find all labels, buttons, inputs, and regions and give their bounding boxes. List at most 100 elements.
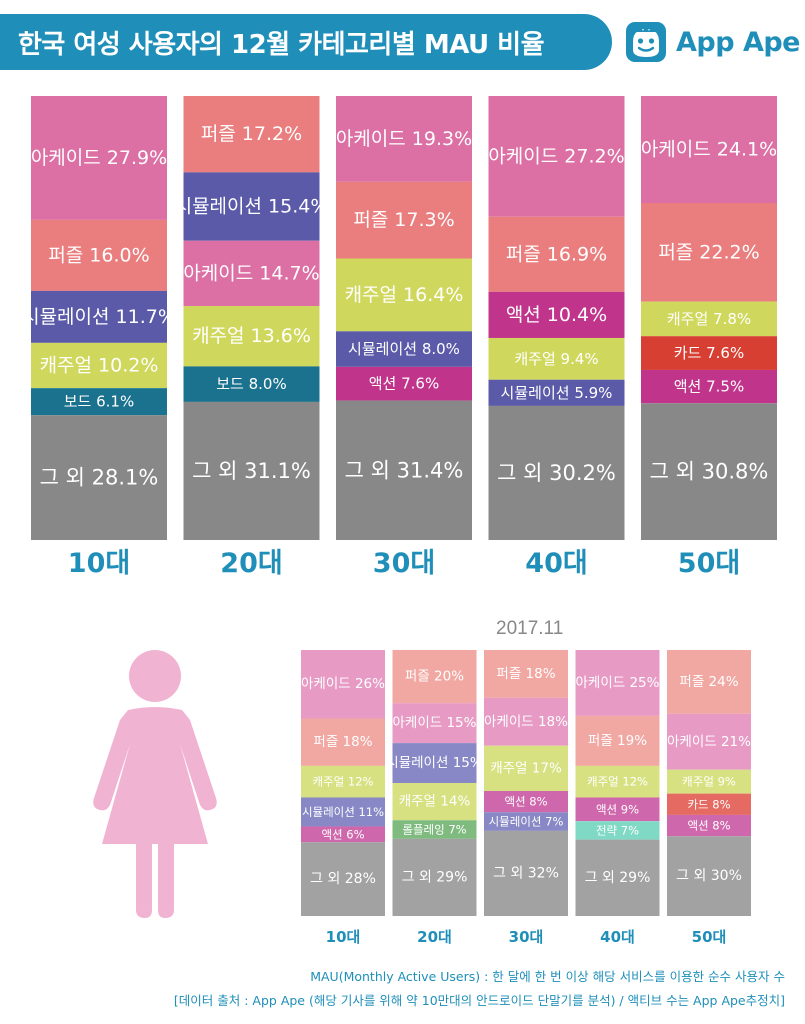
bar-segment-40대-arcade [488,96,625,217]
segment-label: 캐주얼 10.2% [40,355,159,377]
age-label-40대: 40대 [600,928,635,946]
bar-segment-10대-simulation [31,290,167,343]
bar-segment-10대-arcade [301,650,385,719]
woman-figure-icon [93,650,217,918]
segment-label: 롤플레잉 7% [402,823,466,837]
bar-segment-40대-casual [575,765,660,798]
segment-label: 시뮬레이션 7% [489,815,564,829]
segment-label: 캐주얼 12% [587,775,648,789]
bar-segment-30대-simulation [484,812,568,831]
segment-label: 시뮬레이션 11% [302,805,384,819]
bar-segment-20대-puzzle [183,96,320,173]
age-label-20대: 20대 [417,928,452,946]
logo-text: App Ape [676,26,801,58]
bar-segment-50대-action [667,814,751,837]
bar-segment-20대-roleplaying [392,820,477,839]
segment-label: 아케이드 27.2% [488,145,624,167]
segment-label: 액션 8% [504,795,547,809]
segment-label: 퍼즐 20% [405,669,464,685]
age-label-50대: 50대 [678,548,740,579]
bar-segment-10대-casual [31,342,167,389]
page-title-text: 한국 여성 사용자의 12월 카테고리별 MAU 비율 [18,29,545,60]
ape-face-icon [626,22,666,62]
bar-segment-10대-action [301,826,385,843]
segment-label: 캐주얼 13.6% [192,325,311,347]
bar-segment-10대-other [301,842,385,916]
segment-label: 액션 7.5% [674,378,744,396]
segment-label: 캐주얼 7.8% [667,310,751,328]
segment-label: 아케이드 27.9% [31,147,167,169]
bar-segment-40대-puzzle [575,715,660,766]
bar-segment-30대-other [484,830,568,916]
bar-segment-50대-casual [667,769,751,794]
bar-segment-30대-action [336,366,472,401]
segment-label: 그 외 30% [676,868,742,884]
segment-label: 시뮬레이션 15% [386,755,483,771]
bar-segment-30대-casual [484,745,568,791]
age-label-50대: 50대 [692,928,727,946]
segment-label: 그 외 28.1% [40,466,159,490]
segment-label: 아케이드 18% [484,714,568,730]
bar-segment-30대-puzzle [484,650,568,698]
app-ape-logo: App Ape [624,20,801,64]
segment-label: 액션 6% [321,827,364,841]
segment-label: 그 외 29% [402,869,468,885]
bar-segment-40대-other [488,405,625,540]
bar-segment-40대-simulation [488,379,625,406]
segment-label: 아케이드 24.1% [641,139,777,161]
segment-label: 액션 8% [687,819,730,833]
segment-label: 캐주얼 9% [682,775,736,789]
age-label-10대: 10대 [326,928,361,946]
bar-segment-20대-simulation [392,743,477,783]
segment-label: 그 외 31.4% [345,458,464,482]
bar-segment-50대-other [667,836,751,916]
bar-segment-50대-card [641,336,777,370]
age-label-30대: 30대 [509,928,544,946]
bar-segment-50대-card [667,793,751,815]
bar-segment-40대-other [575,839,660,916]
bar-segment-20대-casual [392,783,477,821]
segment-label: 아케이드 21% [667,734,751,750]
segment-label: 그 외 30.2% [497,461,616,485]
segment-label: 그 외 28% [310,871,376,887]
bar-segment-40대-action [575,797,660,822]
bar-segment-20대-puzzle [392,650,477,704]
bar-segment-50대-casual [641,301,777,337]
bar-segment-10대-other [31,415,167,540]
segment-label: 캐주얼 16.4% [345,284,464,306]
segment-label: 전략 7% [596,823,639,837]
bar-segment-10대-arcade [31,96,167,220]
bar-segment-50대-action [641,369,777,404]
age-label-10대: 10대 [68,548,130,579]
segment-label: 퍼즐 17.2% [201,123,302,145]
bar-segment-40대-puzzle [488,216,625,292]
bar-segment-30대-casual [336,258,472,332]
bar-segment-50대-puzzle [667,650,751,714]
segment-label: 액션 7.6% [369,375,439,393]
segment-label: 캐주얼 14% [399,794,471,810]
bar-segment-40대-arcade [575,650,660,716]
bar-segment-30대-action [484,790,568,813]
bar-segment-20대-arcade [183,240,320,307]
segment-label: 그 외 31.1% [192,459,311,483]
bar-segment-40대-action [488,291,625,338]
bar-segment-20대-simulation [183,172,320,241]
segment-label: 퍼즐 16.0% [48,244,149,266]
segment-label: 캐주얼 12% [313,775,374,789]
segment-label: 퍼즐 18% [313,734,372,750]
page-title: 한국 여성 사용자의 12월 카테고리별 MAU 비율 [0,14,612,70]
bar-segment-30대-arcade [336,96,472,182]
bar-segment-30대-simulation [336,331,472,367]
bar-segment-20대-board [183,366,320,402]
segment-label: 액션 10.4% [506,304,607,326]
footnote-mau: MAU(Monthly Active Users) : 한 달에 한 번 이상 … [310,969,785,984]
segment-label: 보드 8.0% [216,375,286,393]
main-stacked-bar-chart: 아케이드 27.9% 퍼즐 16.0% 시뮬레이션 11.7% 캐주얼 10.2% 보드… [30,96,778,579]
segment-label: 그 외 29% [585,870,651,886]
segment-label: 아케이드 15% [393,715,477,731]
bar-segment-50대-puzzle [641,203,777,302]
segment-label: 퍼즐 18% [496,666,555,682]
bar-segment-20대-arcade [392,703,477,744]
age-label-30대: 30대 [373,548,435,579]
segment-label: 카드 8% [687,797,730,811]
